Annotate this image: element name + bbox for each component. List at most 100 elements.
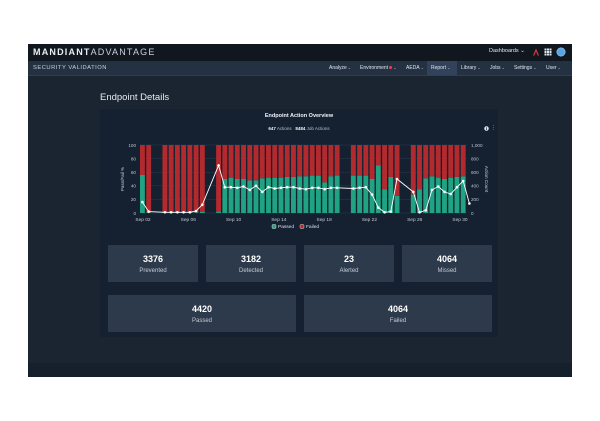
stat-card-failed[interactable]: 4064 Failed — [304, 295, 492, 332]
bar-failed — [146, 145, 152, 213]
bar-failed — [216, 145, 222, 212]
bar-passed — [303, 176, 309, 213]
y2-tick-label: 200 — [471, 197, 479, 202]
nav-jobs[interactable]: Jobs⌄ — [490, 65, 505, 71]
nav-user[interactable]: User⌄ — [546, 65, 561, 71]
page-title: Endpoint Details — [100, 92, 170, 103]
action-count-point — [201, 203, 204, 207]
more-options-icon[interactable]: ⋮ — [491, 125, 496, 131]
nav-label: Jobs — [490, 65, 501, 71]
stat-value: 3182 — [240, 254, 262, 264]
stat-card-alerted[interactable]: 23 Alerted — [304, 245, 394, 282]
chart-panel: Endpoint Action Overview 647 Actions 848… — [100, 109, 498, 237]
bar-passed — [266, 177, 271, 213]
y2-tick-label: 400 — [471, 184, 479, 189]
stat-label: Alerted — [339, 268, 359, 274]
bar-passed — [417, 189, 422, 213]
info-icon[interactable] — [484, 126, 489, 131]
stat-card-missed[interactable]: 4064 Missed — [402, 245, 492, 282]
bar-failed — [423, 145, 429, 179]
brand-logo[interactable]: MANDIANTADVANTAGE — [33, 47, 156, 57]
bar-failed — [369, 145, 375, 179]
action-count-point — [468, 202, 471, 205]
bar-failed — [448, 145, 454, 178]
bar-failed — [259, 145, 265, 179]
legend-swatch-passed — [271, 224, 277, 229]
action-count-point — [254, 184, 258, 188]
nav-library[interactable]: Library⌄ — [461, 65, 481, 71]
action-count-point — [182, 211, 185, 214]
action-count-point — [229, 185, 233, 189]
nav-label: Report — [431, 65, 447, 71]
nav-environment[interactable]: Environment ⌄ — [360, 65, 396, 71]
bar-passed — [369, 179, 375, 213]
bar-failed — [266, 145, 271, 178]
action-count-point — [412, 190, 415, 194]
bar-failed — [375, 145, 381, 166]
nav-label: Analyze — [329, 65, 347, 71]
bar-failed — [388, 145, 394, 177]
action-count-point — [176, 211, 179, 214]
y2-tick-label: 800 — [471, 156, 479, 161]
nav-analyze[interactable]: Analyze⌄ — [329, 65, 351, 71]
bar-passed — [363, 175, 369, 213]
bar-passed — [394, 196, 400, 213]
bar-failed — [199, 145, 205, 212]
grid-icon[interactable] — [543, 47, 553, 57]
nav-label: AEDA — [406, 65, 420, 71]
chevron-down-icon: ⌄ — [477, 65, 481, 70]
bar-passed — [442, 179, 447, 213]
bar-failed — [234, 145, 240, 179]
job-actions-label: Job Actions — [306, 126, 330, 131]
bar-failed — [168, 145, 174, 213]
avatar-icon[interactable] — [556, 47, 566, 57]
legend-label-passed: Passed — [278, 224, 294, 230]
action-count-point — [430, 188, 434, 192]
nav-aeda[interactable]: AEDA⌄ — [406, 65, 424, 71]
chart-legend: Passed Failed — [271, 224, 319, 230]
action-count-point — [169, 211, 173, 214]
sub-navigation: SECURITY VALIDATION Analyze⌄ Environment… — [28, 61, 572, 76]
bar-failed — [284, 145, 290, 177]
stat-card-detected[interactable]: 3182 Detected — [206, 245, 296, 282]
action-count-point — [292, 185, 295, 189]
bar-failed — [297, 145, 303, 177]
action-count-point — [418, 211, 421, 214]
stat-card-prevented[interactable]: 3376 Prevented — [108, 245, 198, 282]
action-count-point — [147, 210, 150, 213]
action-count-point — [194, 209, 198, 213]
chart-axes: 0 20 40 60 80 100 0 200 400 600 800 1,000 Sep 02 Sep … — [120, 143, 489, 223]
brand-name-light: ADVANTAGE — [90, 47, 156, 57]
bar-passed — [234, 179, 240, 213]
bar-failed — [357, 145, 363, 176]
bar-failed — [309, 145, 315, 176]
x-tick-label: Sep 14 — [271, 217, 287, 223]
stat-value: 3376 — [142, 254, 164, 264]
nav-report[interactable]: Report⌄ — [431, 65, 450, 71]
bar-passed — [382, 189, 387, 213]
bar-passed — [322, 182, 328, 213]
y-tick-label: 100 — [128, 143, 136, 148]
y-tick-label: 0 — [133, 211, 136, 216]
chart-line — [141, 164, 471, 214]
action-count-point — [329, 186, 333, 190]
stat-label: Prevented — [139, 268, 167, 274]
actions-label: Actions — [276, 126, 292, 131]
stat-label: Passed — [191, 318, 212, 324]
action-count-point — [261, 190, 264, 194]
brand-name-bold: MANDIANT — [33, 47, 91, 57]
stat-card-passed[interactable]: 4420 Passed — [108, 295, 296, 332]
action-count-point — [217, 164, 220, 167]
y2-tick-label: 1,000 — [471, 143, 483, 148]
nav-settings[interactable]: Settings⌄ — [514, 65, 536, 71]
bar-passed — [460, 176, 466, 213]
dashboards-menu[interactable]: Dashboards ⌄ — [489, 48, 525, 54]
chevron-down-icon: ⌄ — [347, 65, 352, 70]
bar-failed — [181, 145, 187, 213]
action-count-point — [358, 186, 361, 190]
bar-passed — [291, 176, 296, 213]
y-axis-title: Pass/Fail % — [120, 167, 125, 191]
bar-failed — [322, 145, 328, 183]
brand-a-icon[interactable] — [531, 47, 541, 57]
stat-label: Detected — [238, 268, 263, 274]
